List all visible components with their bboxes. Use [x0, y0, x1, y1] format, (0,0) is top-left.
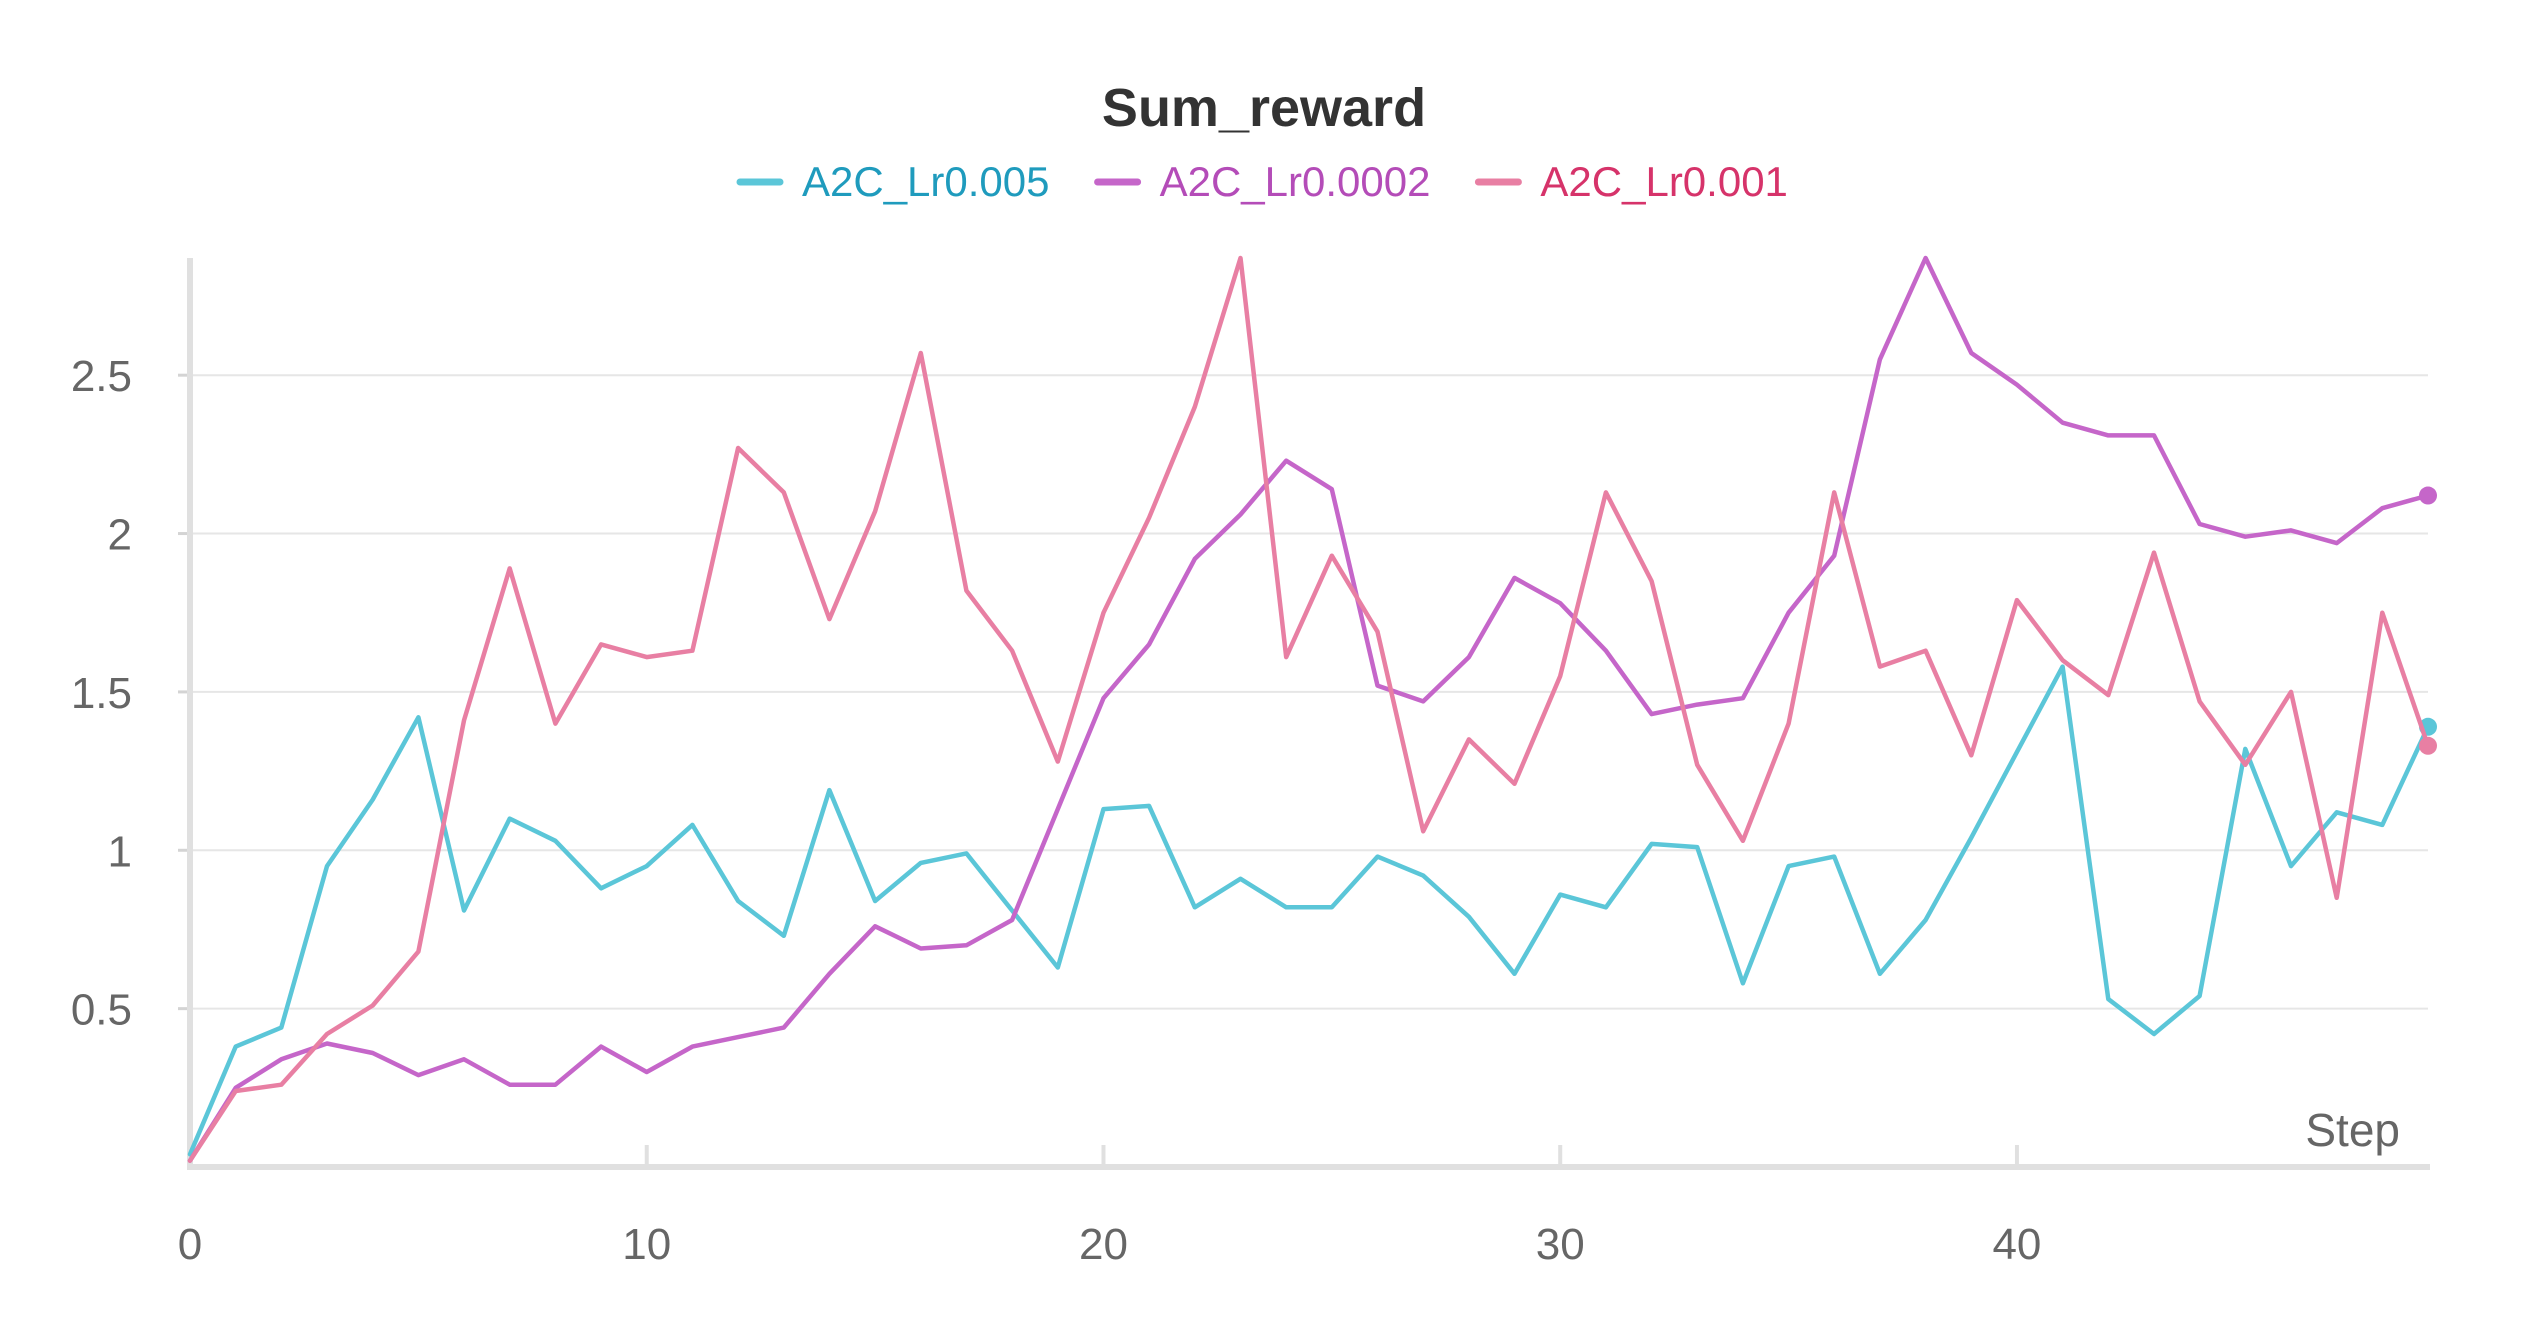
x-tick-label: 10	[622, 1220, 671, 1269]
series-end-point	[2419, 736, 2437, 755]
x-tick-label: 20	[1079, 1220, 1128, 1269]
y-tick-label: 0.5	[71, 986, 132, 1035]
chart-title: Sum_reward	[1102, 78, 1426, 138]
series-line	[187, 664, 2431, 1157]
x-axis-label: Step	[2305, 1104, 2400, 1156]
y-tick-label: 2.5	[71, 352, 132, 401]
legend-item: A2C_Lr0.001	[1474, 158, 1788, 205]
legend-label: A2C_Lr0.001	[1540, 158, 1788, 205]
legend-label: A2C_Lr0.0002	[1160, 158, 1431, 205]
y-tick-label: 2	[108, 511, 132, 560]
series-end-point	[2419, 486, 2437, 505]
legend-label: A2C_Lr0.005	[802, 158, 1050, 205]
legend-item: A2C_Lr0.005	[736, 158, 1050, 205]
series-lines	[187, 255, 2437, 1163]
x-tick-label: 40	[1992, 1220, 2041, 1269]
axes: 0.5 1 1.5 2 2.5 0 10 20 30 40	[71, 258, 2430, 1269]
series-line	[187, 255, 2431, 1163]
x-tick-label: 0	[178, 1220, 202, 1269]
legend-item: A2C_Lr0.0002	[1094, 158, 1431, 205]
y-tick-label: 1.5	[71, 669, 132, 718]
legend: A2C_Lr0.005 A2C_Lr0.0002 A2C_Lr0.001	[736, 158, 1788, 205]
x-tick-label: 30	[1536, 1220, 1585, 1269]
series-line	[187, 255, 2431, 1163]
y-tick-label: 1	[108, 827, 132, 876]
grid-lines	[190, 374, 2428, 1010]
